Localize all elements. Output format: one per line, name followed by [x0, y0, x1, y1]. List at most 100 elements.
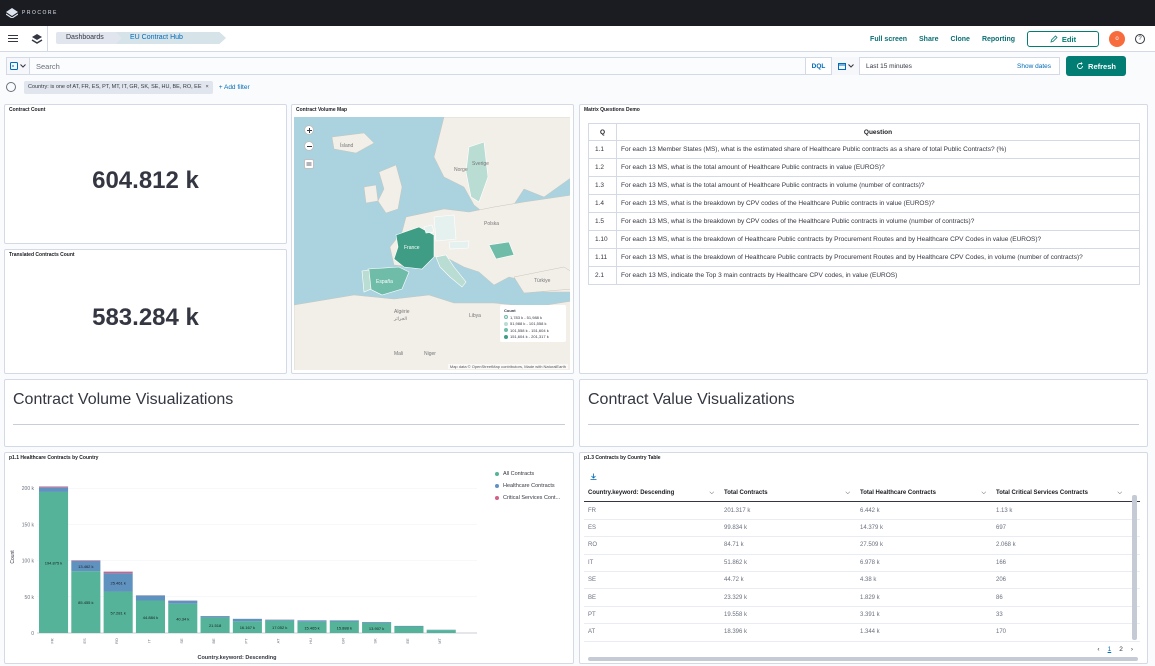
legend-item[interactable]: Critical Services Cont...: [495, 495, 560, 501]
page-1[interactable]: 1: [1107, 646, 1112, 653]
dql-toggle-button[interactable]: DQL: [806, 57, 832, 75]
bar-it-series-0[interactable]: [135, 600, 165, 633]
table-cell: 14.379 k: [860, 524, 884, 531]
zoom-out-button[interactable]: [304, 141, 314, 151]
table-cell: 18.396 k: [724, 629, 748, 636]
bar-ee-series-1[interactable]: [394, 625, 424, 627]
bar-be-series-0[interactable]: [200, 617, 230, 633]
clone-link[interactable]: Clone: [950, 35, 970, 43]
help-icon[interactable]: ?: [1135, 34, 1145, 44]
legend-swatch: [504, 334, 508, 339]
filter-menu-icon[interactable]: [6, 82, 16, 92]
bar-mt-series-0[interactable]: [426, 630, 456, 633]
bar-fr-series-1[interactable]: [39, 487, 69, 492]
bar-se-series-0[interactable]: [168, 603, 198, 633]
land-iceland: [331, 132, 375, 154]
legend-item[interactable]: All Contracts: [495, 471, 560, 477]
brand-logo[interactable]: PROCORE: [6, 8, 58, 18]
user-avatar[interactable]: o: [1109, 31, 1125, 47]
country-italy: [435, 254, 467, 288]
bar-at-series-0[interactable]: [265, 620, 295, 633]
question-number: 2.1: [588, 266, 617, 285]
zoom-in-button[interactable]: [304, 125, 314, 135]
map-attribution[interactable]: Map data © OpenStreetMap contributors, M…: [447, 364, 568, 369]
chevron-down-icon[interactable]: ⌵: [709, 490, 714, 497]
legend-item[interactable]: Healthcare Contracts: [495, 483, 560, 489]
time-range-label[interactable]: Last 15 minutes: [866, 62, 912, 70]
layers-logo-icon: [31, 33, 42, 44]
horizontal-scrollbar[interactable]: [588, 657, 1138, 661]
bar-data-label: 25.461 k: [110, 580, 125, 585]
map-label: Türkiye: [534, 278, 551, 284]
vertical-scrollbar[interactable]: [1132, 495, 1137, 640]
breadcrumb-current-dashboard: EU Contract Hub Dashboard: [116, 32, 226, 44]
column-header-country[interactable]: Country.keyword: Descending ⌵: [584, 490, 720, 496]
panel-title: p1.3 Contracts by Country Table: [584, 455, 661, 461]
bar-be-series-1[interactable]: [200, 616, 230, 618]
bar-sk-series-1[interactable]: [362, 622, 392, 623]
add-filter-button[interactable]: + Add filter: [218, 83, 250, 91]
column-header-critical[interactable]: Total Critical Services Contracts ⌵: [992, 490, 1128, 496]
bar-fr-series-0[interactable]: [39, 491, 69, 633]
reporting-link[interactable]: Reporting: [981, 35, 1015, 43]
table-cell: 84.71 k: [724, 542, 744, 549]
bar-ee-series-0[interactable]: [394, 626, 424, 633]
bar-es-series-2[interactable]: [71, 560, 101, 561]
bar-pt-series-1[interactable]: [232, 618, 262, 622]
chevron-down-icon[interactable]: ⌵: [845, 490, 850, 497]
full-screen-link[interactable]: Full screen: [870, 35, 908, 43]
menu-toggle-button[interactable]: [0, 26, 26, 52]
bar-se-series-1[interactable]: [168, 600, 198, 604]
table-row: ES 99.834 k 14.379 k 697: [584, 520, 1140, 538]
page-2[interactable]: 2: [1119, 646, 1123, 653]
divider: [13, 424, 565, 425]
column-header-healthcare[interactable]: Total Healthcare Contracts ⌵: [856, 490, 992, 496]
filter-pill-country[interactable]: Country: is one of AT, FR, ES, PT, MT, I…: [24, 80, 213, 94]
prev-page-icon[interactable]: ‹: [1097, 646, 1100, 653]
next-page-icon[interactable]: ›: [1130, 646, 1133, 653]
bar-es-series-1[interactable]: [71, 560, 101, 572]
bar-sk-series-0[interactable]: [362, 622, 392, 633]
search-input[interactable]: Search: [30, 57, 806, 75]
question-number: 1.11: [588, 248, 617, 267]
bar-hu-series-0[interactable]: [297, 621, 327, 633]
table-cell: 6.442 k: [860, 507, 880, 514]
bar-ro-series-1[interactable]: [103, 573, 133, 592]
edit-button[interactable]: Edit: [1027, 31, 1099, 47]
chevron-down-icon[interactable]: ⌵: [981, 490, 986, 497]
chevron-down-icon[interactable]: ⌵: [1117, 490, 1122, 497]
bar-at-series-1[interactable]: [265, 619, 295, 621]
map-legend: Count 1,783 k - 51,988 k 51,988 k - 101,…: [500, 304, 566, 342]
bar-data-label: 57.281 k: [110, 610, 125, 615]
show-dates-link[interactable]: Show dates: [1017, 62, 1051, 70]
bar-ro-series-0[interactable]: [103, 591, 133, 633]
bar-fr-series-2[interactable]: [39, 486, 69, 488]
map-canvas[interactable]: Ísland Norge Sverige Polska France Españ…: [294, 117, 570, 370]
share-link[interactable]: Share: [919, 35, 939, 43]
bar-pt-series-0[interactable]: [232, 621, 262, 633]
column-header-total[interactable]: Total Contracts ⌵: [720, 490, 856, 496]
saved-query-menu-button[interactable]: [6, 57, 30, 75]
refresh-button[interactable]: Refresh: [1066, 56, 1126, 76]
bar-hu-series-1[interactable]: [297, 620, 327, 622]
bar-gr-series-0[interactable]: [329, 621, 359, 633]
bar-es-series-0[interactable]: [71, 571, 101, 633]
breadcrumb-dashboards[interactable]: Dashboards: [56, 32, 122, 44]
contract-volume-map-panel: Contract Volume Map Ísland Norge Sverige: [291, 104, 574, 374]
close-icon[interactable]: ×: [205, 84, 209, 90]
bar-ro-series-2[interactable]: [103, 571, 133, 574]
quick-date-menu-button[interactable]: [832, 57, 860, 75]
x-tick-label: EE: [405, 638, 410, 644]
brand-name: PROCORE: [22, 10, 58, 16]
calendar-icon: [837, 63, 846, 70]
legend-swatch: [495, 496, 499, 500]
table-header-row: Q Question: [588, 123, 1140, 141]
bar-gr-series-1[interactable]: [329, 620, 359, 622]
bar-it-series-1[interactable]: [135, 595, 165, 601]
home-logo-button[interactable]: [26, 25, 48, 52]
section-heading: Contract Value Visualizations: [588, 391, 795, 408]
legend-swatch: [504, 321, 508, 326]
pencil-icon: [1050, 35, 1058, 43]
layers-control-button[interactable]: [304, 159, 314, 169]
download-icon[interactable]: [590, 473, 597, 482]
